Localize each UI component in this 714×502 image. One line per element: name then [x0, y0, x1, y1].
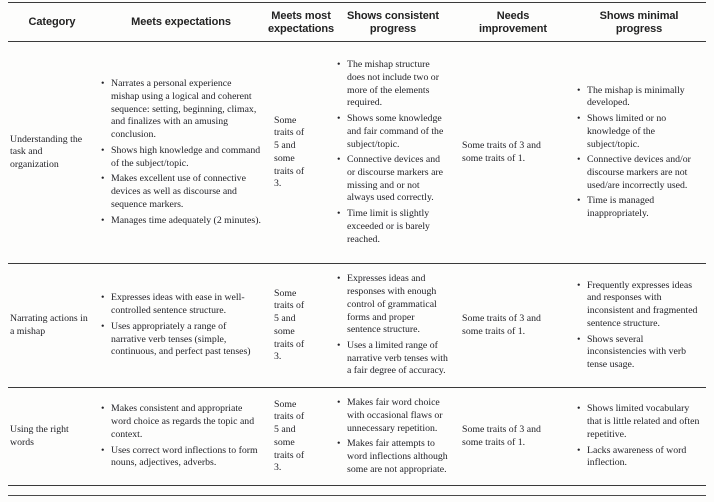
bullet-item: Uses a limited range of narrative verb t…	[336, 340, 449, 378]
bullet-item: Uses appropriately a range of narrative …	[100, 321, 261, 359]
bullet-item: Connective devices and or discourse mark…	[336, 154, 449, 205]
column-header: Shows minimal progress	[572, 2, 706, 43]
bullet-item: Expresses ideas with ease in well-contro…	[100, 292, 261, 317]
criteria-cell: Makes consistent and appropriate word ch…	[96, 387, 266, 487]
table-row: Narrating actions in a mishapExpresses i…	[8, 263, 706, 389]
traits-cell: Some traits of 5 and some traits of 3.	[266, 387, 332, 487]
column-header-label: Category	[28, 16, 76, 29]
criteria-cell: Makes fair word choice with occasional f…	[332, 387, 454, 487]
category-cell: Understanding the task and organization	[8, 41, 96, 265]
column-header: Needs improvement	[454, 2, 572, 43]
column-header-label: Meets most expectations	[268, 10, 335, 35]
bullet-item: Shows limited vocabulary that is little …	[576, 403, 701, 441]
bullet-item: Shows several inconsistencies with verb …	[576, 334, 701, 372]
header-row: Category Meets expectations Meets most exp…	[8, 2, 706, 43]
traits-cell: Some traits of 5 and some traits of 3.	[266, 263, 332, 389]
traits-cell: Some traits of 5 and some traits of 3.	[266, 41, 332, 265]
criteria-cell: The mishap is minimally developed. Shows …	[572, 41, 706, 265]
bullet-item: Makes consistent and appropriate word ch…	[100, 403, 261, 441]
bullet-item: Shows high knowledge and command of the …	[100, 145, 261, 170]
bullet-item: The mishap structure does not include tw…	[336, 59, 449, 110]
category-cell: Narrating actions in a mishap	[8, 263, 96, 389]
bullet-item: Connective devices and/or discourse mark…	[576, 154, 701, 192]
bullet-list: Expresses ideas with ease in well-contro…	[100, 292, 261, 359]
traits-cell: Some traits of 3 and some traits of 1.	[454, 263, 572, 389]
bullet-list: Narrates a personal experience mishap us…	[100, 78, 261, 227]
criteria-cell: Narrates a personal experience mishap us…	[96, 41, 266, 265]
column-header-label: Shows consistent progress	[347, 10, 439, 35]
bullet-item: The mishap is minimally developed.	[576, 85, 701, 110]
bottom-rule	[8, 495, 706, 497]
bullet-list: Makes consistent and appropriate word ch…	[100, 403, 261, 470]
bullet-item: Time limit is slightly exceeded or is ba…	[336, 208, 449, 246]
bullet-item: Makes fair word choice with occasional f…	[336, 397, 449, 435]
column-header: Shows consistent progress	[332, 2, 454, 43]
column-header-label: Shows minimal progress	[599, 10, 679, 35]
column-header: Meets most expectations	[266, 2, 335, 43]
bullet-item: Narrates a personal experience mishap us…	[100, 78, 261, 142]
criteria-cell: Expresses ideas and responses with enoug…	[332, 263, 454, 389]
bullet-item: Uses correct word inflections to form no…	[100, 445, 261, 470]
category-cell: Using the right words	[8, 387, 96, 487]
criteria-cell: Shows limited vocabulary that is little …	[572, 387, 706, 487]
column-header-label: Meets expectations	[131, 16, 231, 29]
criteria-cell: Expresses ideas with ease in well-contro…	[96, 263, 266, 389]
column-header-label: Needs improvement	[479, 10, 547, 35]
bullet-item: Expresses ideas and responses with enoug…	[336, 273, 449, 337]
bullet-item: Frequently expresses ideas and responses…	[576, 280, 701, 331]
traits-cell: Some traits of 3 and some traits of 1.	[454, 387, 572, 487]
bullet-list: Expresses ideas and responses with enoug…	[336, 273, 449, 378]
rubric-table: Category Meets expectations Meets most exp…	[8, 2, 706, 487]
bullet-list: Shows limited vocabulary that is little …	[576, 403, 701, 470]
criteria-cell: Frequently expresses ideas and responses…	[572, 263, 706, 389]
bullet-item: Lacks awareness of word inflection.	[576, 445, 701, 470]
column-header: Meets expectations	[96, 2, 266, 43]
bullet-item: Time is managed inappropriately.	[576, 195, 701, 220]
bullet-item: Shows some knowledge and fair command of…	[336, 113, 449, 151]
bullet-item: Makes excellent use of connective device…	[100, 173, 261, 211]
bullet-list: Frequently expresses ideas and responses…	[576, 280, 701, 372]
table-row: Understanding the task and organizationN…	[8, 41, 706, 265]
criteria-cell: The mishap structure does not include tw…	[332, 41, 454, 265]
bullet-list: The mishap structure does not include tw…	[336, 59, 449, 246]
bullet-item: Manages time adequately (2 minutes).	[100, 215, 261, 228]
table-row: Using the right wordsMakes consistent an…	[8, 387, 706, 487]
bullet-list: Makes fair word choice with occasional f…	[336, 397, 449, 476]
bullet-item: Makes fair attempts to word inflections …	[336, 438, 449, 476]
table-body: Understanding the task and organizationN…	[8, 41, 706, 487]
traits-cell: Some traits of 3 and some traits of 1.	[454, 41, 572, 265]
bullet-list: The mishap is minimally developed. Shows …	[576, 85, 701, 221]
bullet-item: Shows limited or no knowledge of the sub…	[576, 113, 701, 151]
column-header: Category	[8, 2, 96, 43]
table-header: Category Meets expectations Meets most exp…	[8, 2, 706, 43]
